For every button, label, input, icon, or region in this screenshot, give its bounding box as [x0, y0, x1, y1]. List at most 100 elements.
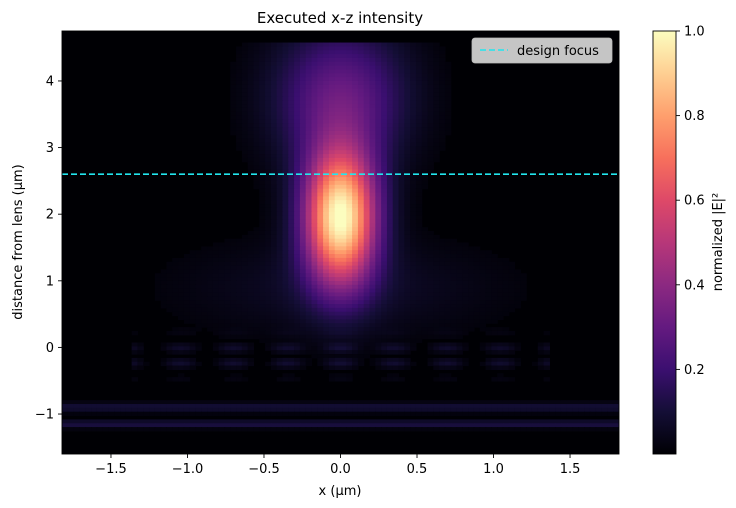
heatmap-cell: [410, 127, 417, 132]
heatmap-cell: [79, 411, 86, 417]
heatmap-cell: [439, 323, 446, 328]
heatmap-cell: [386, 142, 394, 147]
heatmap-cell: [183, 319, 191, 324]
heatmap-cell: [195, 361, 202, 367]
heatmap-cell: [328, 304, 336, 309]
heatmap-cell: [589, 400, 597, 405]
heatmap-cell: [299, 204, 307, 209]
heatmap-cell: [468, 292, 475, 297]
heatmap-cell: [555, 411, 562, 417]
heatmap-cell: [317, 57, 324, 63]
heatmap-cell: [427, 269, 434, 274]
heatmap-cell: [334, 219, 342, 224]
heatmap-cell: [195, 407, 202, 413]
heatmap-cell: [346, 138, 353, 144]
heatmap-cell: [328, 173, 336, 178]
heatmap-cell: [265, 269, 272, 274]
heatmap-cell: [305, 215, 313, 221]
heatmap-cell: [288, 61, 295, 67]
heatmap-cell: [415, 261, 423, 267]
heatmap-cell: [172, 423, 179, 428]
heatmap-cell: [218, 400, 226, 405]
heatmap-cell: [363, 92, 371, 97]
heatmap-cell: [247, 407, 255, 413]
heatmap-cell: [514, 280, 521, 286]
heatmap-cell: [259, 300, 266, 305]
heatmap-cell: [62, 411, 69, 417]
heatmap-cell: [253, 80, 260, 86]
heatmap-cell: [166, 284, 173, 290]
heatmap-cell: [427, 284, 434, 290]
heatmap-cell: [375, 61, 382, 67]
heatmap-cell: [398, 284, 405, 290]
heatmap-cell: [230, 69, 237, 74]
heatmap-cell: [247, 288, 255, 294]
heatmap-cell: [334, 200, 342, 205]
heatmap-cell: [294, 88, 301, 94]
heatmap-cell: [613, 407, 619, 413]
heatmap-cell: [381, 323, 388, 328]
heatmap-cell: [392, 134, 400, 140]
heatmap-cell: [172, 280, 179, 286]
heatmap-cell: [386, 180, 394, 186]
heatmap-cell: [589, 427, 597, 432]
heatmap-cell: [270, 296, 278, 301]
heatmap-cell: [305, 134, 313, 140]
heatmap-cell: [479, 323, 487, 328]
heatmap-cell: [456, 334, 463, 340]
heatmap-cell: [276, 365, 284, 370]
heatmap-cell: [311, 265, 318, 271]
heatmap-cell: [311, 234, 318, 240]
heatmap-cell: [91, 407, 98, 413]
heatmap-cell: [230, 404, 237, 409]
heatmap-cell: [207, 300, 214, 305]
heatmap-cell: [334, 354, 342, 359]
heatmap-cell: [294, 130, 301, 136]
heatmap-cell: [363, 50, 371, 55]
heatmap-cell: [427, 250, 434, 255]
heatmap-cell: [415, 311, 423, 317]
heatmap-cell: [386, 227, 394, 232]
heatmap-cell: [299, 423, 307, 428]
heatmap-cell: [288, 230, 295, 236]
heatmap-cell: [607, 419, 614, 424]
heatmap-cell: [340, 427, 347, 432]
heatmap-cell: [456, 307, 463, 313]
heatmap-cell: [236, 288, 243, 294]
heatmap-cell: [311, 338, 318, 344]
heatmap-cell: [282, 192, 289, 197]
heatmap-cell: [172, 288, 179, 294]
heatmap-cell: [253, 411, 260, 417]
heatmap-cell: [294, 296, 301, 301]
heatmap-cell: [282, 419, 289, 424]
heatmap-cell: [415, 146, 423, 151]
heatmap-cell: [450, 361, 458, 367]
heatmap-cell: [259, 115, 266, 121]
heatmap-cell: [578, 400, 585, 405]
heatmap-cell: [439, 246, 446, 251]
heatmap-cell: [444, 104, 452, 109]
heatmap-cell: [311, 173, 318, 178]
heatmap-cell: [346, 269, 353, 274]
heatmap-cell: [282, 200, 289, 205]
heatmap-cell: [386, 257, 394, 263]
heatmap-cell: [288, 377, 295, 382]
heatmap-cell: [398, 427, 405, 432]
heatmap-cell: [352, 92, 359, 97]
heatmap-cell: [427, 407, 434, 413]
heatmap-cell: [421, 315, 429, 321]
heatmap-cell: [317, 150, 324, 155]
heatmap-cell: [375, 184, 382, 190]
heatmap-cell: [79, 419, 86, 424]
heatmap-cell: [456, 265, 463, 271]
heatmap-cell: [311, 80, 318, 86]
heatmap-cell: [247, 423, 255, 428]
heatmap-cell: [212, 261, 220, 267]
heatmap-cell: [241, 269, 249, 274]
heatmap-cell: [207, 327, 214, 332]
heatmap-cell: [415, 184, 423, 190]
heatmap-cell: [247, 350, 255, 355]
heatmap-cell: [253, 165, 260, 171]
heatmap-cell: [236, 265, 243, 271]
heatmap-cell: [253, 423, 260, 428]
